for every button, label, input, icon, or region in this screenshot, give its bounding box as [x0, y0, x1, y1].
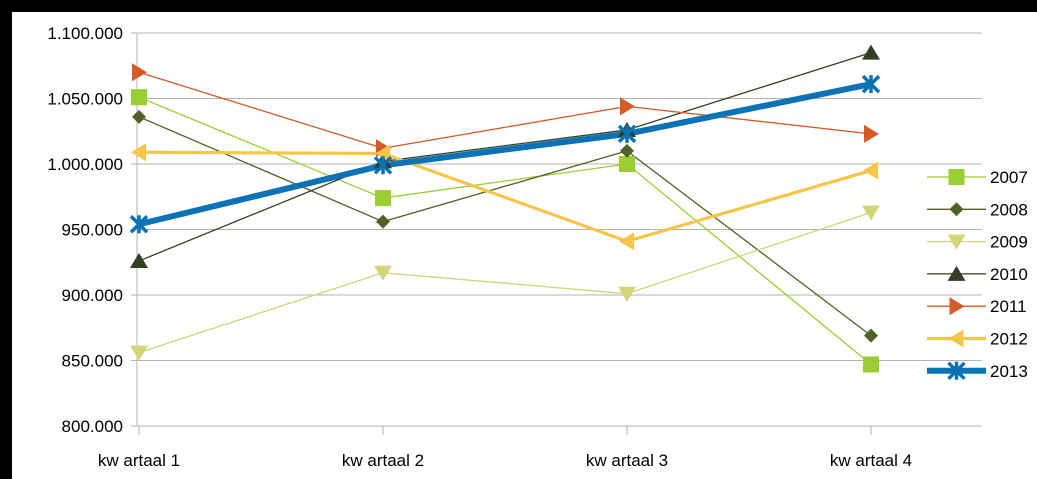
series-line-2009 — [138, 211, 872, 354]
series-line-2012 — [138, 150, 872, 243]
legend-label-2013: 2013 — [990, 362, 1028, 381]
data-point-2008 — [864, 328, 878, 343]
data-point-2010 — [862, 44, 880, 60]
legend-label-2011: 2011 — [990, 297, 1027, 316]
y-tick-label: 1.000.000 — [47, 155, 123, 174]
tick-labels: 800.000 850.000 900.000 950.000 1.000.000 1.0… — [47, 24, 912, 470]
data-point-2010 — [130, 252, 148, 268]
data-point-2013 — [373, 156, 393, 175]
data-point-2007 — [863, 356, 879, 373]
data-point-2009 — [374, 265, 392, 281]
legend-marker-2010 — [947, 265, 966, 281]
data-point-2011 — [132, 63, 147, 82]
legend-label-2007: 2007 — [990, 168, 1028, 187]
x-tick-label: kw artaal 3 — [586, 451, 668, 470]
data-point-2012 — [131, 143, 146, 162]
series-markers — [129, 44, 881, 373]
legend-label-2012: 2012 — [990, 330, 1028, 349]
data-point-2012 — [619, 232, 634, 251]
data-point-2013 — [129, 215, 149, 234]
y-tick-label: 1.050.000 — [47, 90, 123, 109]
data-point-2007 — [131, 89, 147, 106]
data-point-2013 — [617, 124, 637, 144]
data-point-2009 — [130, 345, 148, 361]
data-point-2012 — [863, 161, 878, 180]
y-tick-label: 900.000 — [62, 286, 123, 305]
y-tick-label: 950.000 — [62, 221, 123, 240]
data-point-2012 — [375, 144, 390, 163]
series-line-2007 — [138, 96, 872, 365]
y-tick-label: 1.100.000 — [47, 24, 123, 43]
legend-marker-2009 — [947, 234, 966, 250]
series-lines — [138, 52, 872, 365]
legend-label-2010: 2010 — [990, 265, 1028, 284]
series-line-2008 — [138, 116, 872, 337]
data-point-2011 — [864, 124, 879, 143]
legend-label-2009: 2009 — [990, 233, 1028, 252]
data-point-2008 — [376, 214, 390, 229]
legend-marker-2011 — [949, 297, 965, 316]
x-tick-label: kw artaal 1 — [98, 451, 180, 470]
y-tick-label: 850.000 — [62, 352, 123, 371]
data-point-2009 — [618, 286, 636, 302]
legend-marker-2007 — [948, 169, 965, 185]
plot-background — [12, 12, 1037, 479]
y-tick-label: 800.000 — [62, 417, 123, 436]
legend-marker-2008 — [949, 202, 964, 217]
series-line-2010 — [138, 52, 872, 262]
legend: 2007 2008 2009 2010 2011 2012 2013 — [927, 168, 1028, 381]
series-line-2011 — [138, 71, 872, 149]
data-point-2007 — [375, 190, 391, 207]
x-tick-label: kw artaal 2 — [342, 451, 424, 470]
legend-marker-2012 — [948, 329, 964, 348]
legend-label-2008: 2008 — [990, 200, 1028, 219]
grid — [137, 32, 982, 361]
data-point-2008 — [132, 109, 146, 124]
data-point-2008 — [620, 143, 634, 158]
data-point-2011 — [620, 97, 635, 116]
data-point-2013 — [861, 74, 881, 94]
legend-marker-2013 — [947, 361, 966, 381]
data-point-2007 — [619, 156, 635, 172]
series-line-2013 — [138, 81, 872, 228]
data-point-2009 — [862, 205, 880, 221]
x-tick-label: kw artaal 4 — [830, 451, 912, 470]
